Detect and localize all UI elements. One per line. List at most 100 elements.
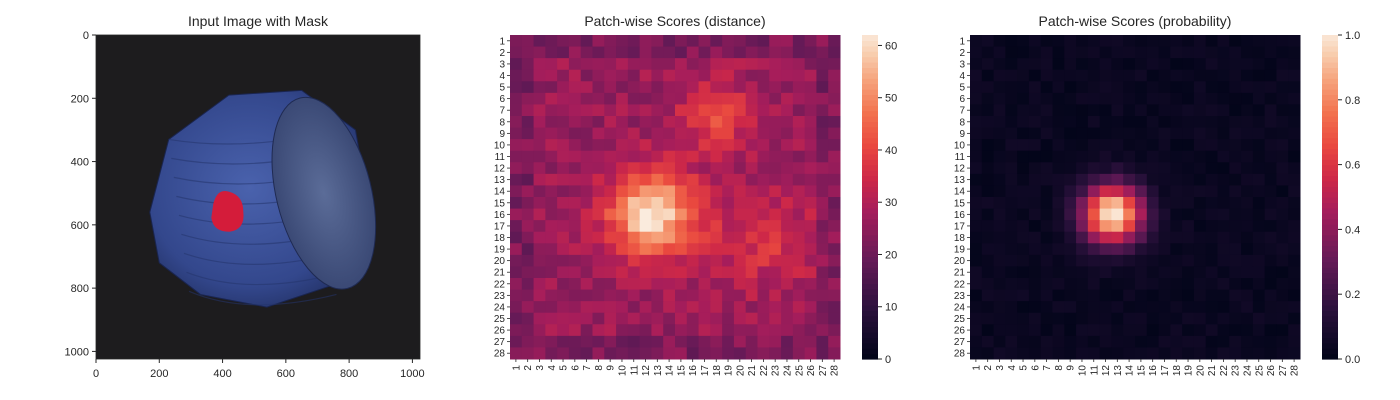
heatmap-cell xyxy=(521,231,535,244)
heatmap-cell xyxy=(592,335,605,348)
heatmap-cell xyxy=(745,46,758,59)
distance-heatmap-axes: 1234567891011121314151617181920212223242… xyxy=(494,36,841,376)
y-tick-label: 8 xyxy=(959,117,965,128)
heatmap-cell xyxy=(769,127,782,140)
heatmap-cell xyxy=(604,301,617,314)
colorbar-segment xyxy=(1322,310,1338,317)
colorbar-segment xyxy=(862,99,878,106)
heatmap-cell xyxy=(1076,324,1089,337)
heatmap-cell xyxy=(545,58,558,71)
heatmap-cell xyxy=(757,35,770,48)
x-tick-label: 22 xyxy=(759,365,770,377)
heatmap-cell xyxy=(557,185,570,198)
heatmap-cell xyxy=(1182,324,1195,337)
heatmap-cell xyxy=(1099,197,1112,210)
heatmap-cell xyxy=(639,243,652,256)
heatmap-cell xyxy=(639,266,652,279)
heatmap-cell xyxy=(981,301,995,314)
heatmap-cell xyxy=(675,185,688,198)
heatmap-cell xyxy=(521,254,535,267)
heatmap-cell xyxy=(1170,185,1183,198)
heatmap-cell xyxy=(1288,127,1301,140)
heatmap-cell xyxy=(1028,208,1042,221)
heatmap-cell xyxy=(568,116,582,129)
heatmap-cell xyxy=(1123,162,1136,175)
heatmap-cell xyxy=(1076,139,1089,152)
heatmap-cell xyxy=(1135,243,1148,256)
heatmap-cell xyxy=(1111,104,1124,117)
heatmap-cell xyxy=(627,69,641,82)
heatmap-cell xyxy=(781,81,794,94)
colorbar-segment xyxy=(1322,202,1338,209)
heatmap-cell xyxy=(1111,312,1124,325)
heatmap-cell xyxy=(1135,116,1148,129)
heatmap-cell xyxy=(533,278,546,291)
heatmap-cell xyxy=(1264,116,1277,129)
heatmap-cell xyxy=(1205,104,1218,117)
heatmap-cell xyxy=(545,81,558,94)
heatmap-cell xyxy=(651,69,664,82)
heatmap-cell xyxy=(1217,278,1230,291)
x-tick-label: 9 xyxy=(1066,365,1077,371)
heatmap-cell xyxy=(745,150,758,163)
heatmap-cell xyxy=(1111,208,1124,221)
heatmap-cell xyxy=(1217,116,1230,129)
heatmap-cell xyxy=(1005,104,1018,117)
heatmap-cell xyxy=(757,139,770,152)
heatmap-cell xyxy=(1229,104,1242,117)
heatmap-cell xyxy=(1217,347,1230,360)
x-tick-label: 15 xyxy=(1136,365,1147,377)
heatmap-cell xyxy=(970,289,983,302)
heatmap-cell xyxy=(745,116,758,129)
heatmap-cell xyxy=(1076,335,1089,348)
heatmap-cell xyxy=(1205,35,1218,48)
colorbar-segment xyxy=(1322,137,1338,144)
heatmap-cell xyxy=(1076,266,1089,279)
heatmap-cell xyxy=(1052,208,1065,221)
colorbar-tick-label: 0.6 xyxy=(1345,160,1360,172)
y-tick-label: 17 xyxy=(494,221,506,232)
heatmap-cell xyxy=(733,81,747,94)
colorbar-segment xyxy=(862,186,878,193)
heatmap-cell xyxy=(816,301,829,314)
heatmap-cell xyxy=(1241,116,1254,129)
heatmap-cell xyxy=(769,150,782,163)
heatmap-cell xyxy=(521,301,535,314)
heatmap-cell xyxy=(816,92,829,105)
heatmap-cell xyxy=(1052,173,1065,186)
heatmap-cell xyxy=(792,173,806,186)
heatmap-cell xyxy=(1064,92,1077,105)
heatmap-cell xyxy=(663,185,676,198)
x-tick-label: 25 xyxy=(794,365,805,377)
heatmap-cell xyxy=(627,173,641,186)
colorbar-segment xyxy=(862,35,878,41)
heatmap-cell xyxy=(651,35,664,48)
heatmap-cell xyxy=(663,139,676,152)
heatmap-cell xyxy=(993,69,1006,82)
heatmap-cell xyxy=(1264,289,1277,302)
heatmap-cell xyxy=(545,150,558,163)
heatmap-cell xyxy=(1028,197,1042,210)
heatmap-cell xyxy=(1170,104,1183,117)
heatmap-cell xyxy=(816,243,829,256)
heatmap-cell xyxy=(686,92,700,105)
heatmap-cell xyxy=(1052,150,1065,163)
heatmap-cell xyxy=(981,35,995,48)
heatmap-cell xyxy=(1229,116,1242,129)
heatmap-cell xyxy=(580,92,593,105)
heatmap-cell xyxy=(1146,335,1160,348)
heatmap-cell xyxy=(1146,266,1160,279)
heatmap-cell xyxy=(675,208,688,221)
heatmap-cell xyxy=(557,324,570,337)
heatmap-cell xyxy=(745,139,758,152)
heatmap-cell xyxy=(1252,58,1266,71)
heatmap-cell xyxy=(592,92,605,105)
heatmap-cell xyxy=(722,289,735,302)
y-tick-label: 1 xyxy=(499,36,505,47)
heatmap-cell xyxy=(1040,254,1053,267)
heatmap-cell xyxy=(639,208,652,221)
heatmap-cell xyxy=(828,104,841,117)
colorbar-segment xyxy=(862,143,878,149)
colorbar-segment xyxy=(862,245,878,252)
heatmap-cell xyxy=(1193,139,1207,152)
